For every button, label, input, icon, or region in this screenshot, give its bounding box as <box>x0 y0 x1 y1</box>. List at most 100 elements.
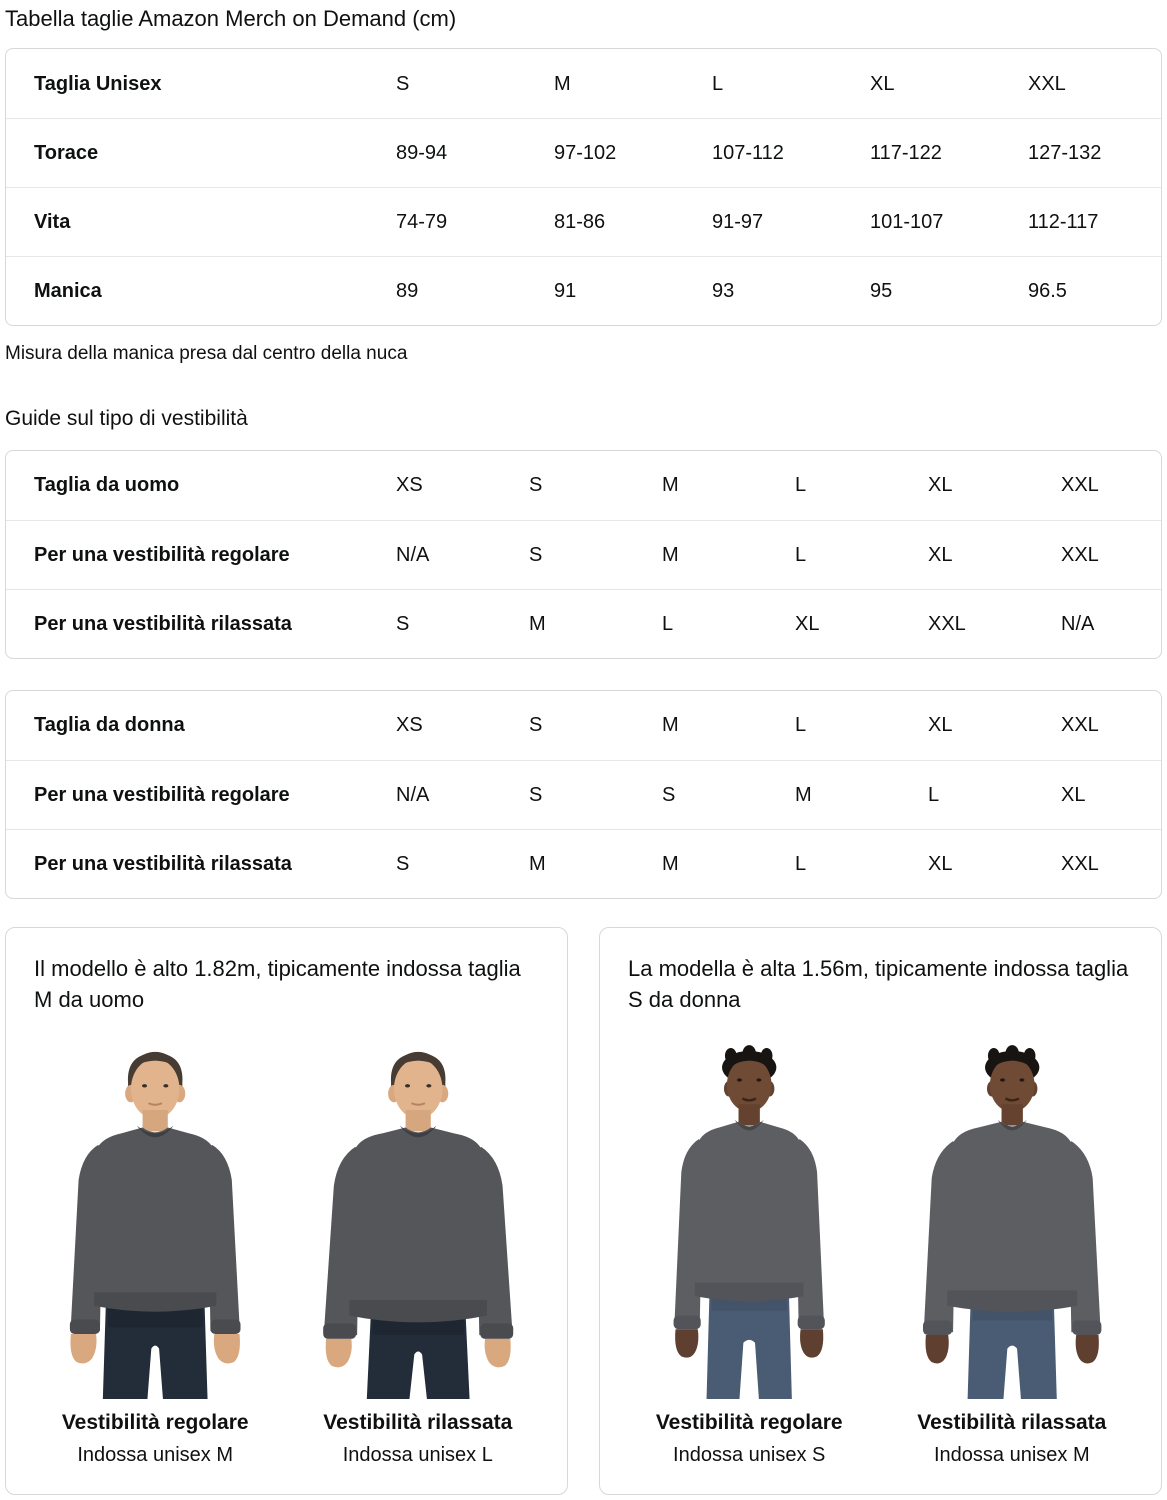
female-model-card: La modella è alta 1.56m, tipicamente ind… <box>599 926 1162 1496</box>
row-label: Per una vestibilità rilassata <box>34 852 292 875</box>
row-label: Per una vestibilità regolare <box>34 783 290 806</box>
size-worn-label: Indossa unisex M <box>933 1444 1090 1467</box>
size-worn-label: Indossa unisex L <box>342 1444 493 1467</box>
measure-cell: 112-117 <box>1028 211 1099 234</box>
measure-cell: 107-112 <box>712 142 784 165</box>
size-header-cell: S <box>396 72 410 95</box>
measure-cell: 117-122 <box>870 142 942 165</box>
fit-size-cell: XL <box>928 852 953 875</box>
table-row-relaxed-fit: Per una vestibilità rilassata S M L XL X… <box>6 588 1161 658</box>
size-header-cell: XL <box>928 714 953 737</box>
photo-female-regular-fit: Vestibilità regolare Indossa unisex S <box>628 1039 870 1468</box>
male-regular-photo <box>69 1051 241 1400</box>
table-header-row: Taglia Unisex S M L XL XXL <box>6 49 1161 118</box>
fit-size-cell: S <box>662 783 676 806</box>
size-header-cell: XS <box>396 474 423 497</box>
size-header-cell: L <box>795 474 807 497</box>
male-model-card: Il modello è alto 1.82m, tipicamente ind… <box>5 926 568 1496</box>
size-header-cell: M <box>554 72 571 95</box>
fit-label: Vestibilità regolare <box>655 1411 843 1435</box>
table-header-row: Taglia da uomo XS S M L XL XXL <box>6 451 1161 520</box>
fit-label: Vestibilità rilassata <box>323 1411 513 1435</box>
fit-size-cell: N/A <box>396 783 430 806</box>
row-label: Per una vestibilità regolare <box>34 543 290 566</box>
model-photos: Vestibilità regolare Indossa unisex M <box>34 1039 539 1468</box>
row-label: Taglia Unisex <box>34 72 162 95</box>
row-label: Vita <box>34 211 71 234</box>
fit-size-cell: N/A <box>1061 612 1095 635</box>
size-header-cell: L <box>795 714 807 737</box>
size-header-cell: XL <box>928 474 953 497</box>
fit-size-cell: XXL <box>928 612 966 635</box>
model-photos: Vestibilità regolare Indossa unisex S <box>628 1039 1133 1468</box>
size-header-cell: XL <box>870 72 895 95</box>
table-row-waist: Vita 74-79 81-86 91-97 101-107 112-117 <box>6 187 1161 256</box>
photo-female-relaxed-fit: Vestibilità rilassata Indossa unisex M <box>891 1039 1133 1468</box>
unisex-size-table: Taglia Unisex S M L XL XXL Torace 89-94 … <box>5 48 1162 327</box>
table-row-sleeve: Manica 89 91 93 95 96.5 <box>6 256 1161 325</box>
size-header-cell: L <box>712 72 724 95</box>
row-label: Manica <box>34 280 102 303</box>
fit-size-cell: XXL <box>1061 543 1099 566</box>
fit-size-cell: S <box>396 852 410 875</box>
fit-size-cell: M <box>529 612 546 635</box>
photo-caption: Vestibilità rilassata Indossa unisex L <box>297 1410 539 1468</box>
table-header-row: Taglia da donna XS S M L XL XXL <box>6 691 1161 760</box>
measure-cell: 89 <box>396 280 419 303</box>
size-header-cell: XXL <box>1061 474 1099 497</box>
fit-size-cell: L <box>928 783 940 806</box>
table-row-regular-fit: Per una vestibilità regolare N/A S M L X… <box>6 519 1161 589</box>
model-description: Il modello è alto 1.82m, tipicamente ind… <box>34 955 521 1012</box>
size-header-cell: XXL <box>1061 714 1099 737</box>
size-header-cell: S <box>529 474 543 497</box>
model-cards-row: Il modello è alto 1.82m, tipicamente ind… <box>5 926 1162 1496</box>
fit-size-cell: L <box>795 852 807 875</box>
photo-male-regular-fit: Vestibilità regolare Indossa unisex M <box>34 1039 276 1468</box>
measure-cell: 81-86 <box>554 211 606 234</box>
photo-caption: Vestibilità regolare Indossa unisex M <box>34 1410 276 1468</box>
fit-size-cell: S <box>529 543 543 566</box>
row-label: Taglia da uomo <box>34 474 180 497</box>
size-worn-label: Indossa unisex M <box>77 1444 234 1467</box>
row-label: Taglia da donna <box>34 714 185 737</box>
measure-cell: 93 <box>712 280 735 303</box>
measure-cell: 101-107 <box>870 211 944 234</box>
mens-fit-table: Taglia da uomo XS S M L XL XXL Per una v… <box>5 449 1162 659</box>
fit-size-cell: N/A <box>396 543 430 566</box>
fit-size-cell: L <box>795 543 807 566</box>
measure-cell: 95 <box>870 280 893 303</box>
fit-size-cell: M <box>662 852 679 875</box>
fit-size-cell: M <box>662 543 679 566</box>
photo-male-relaxed-fit: Vestibilità rilassata Indossa unisex L <box>297 1039 539 1468</box>
fit-size-cell: XL <box>1061 783 1086 806</box>
table-row-chest: Torace 89-94 97-102 107-112 117-122 127-… <box>6 118 1161 187</box>
table-row-relaxed-fit: Per una vestibilità rilassata S M M L XL… <box>6 828 1161 898</box>
fit-size-cell: XXL <box>1061 852 1099 875</box>
measure-cell: 96.5 <box>1028 280 1067 303</box>
fit-size-cell: M <box>529 852 546 875</box>
measure-cell: 89-94 <box>396 142 448 165</box>
page-title: Tabella taglie Amazon Merch on Demand (c… <box>5 6 457 31</box>
row-label: Torace <box>34 142 99 165</box>
fit-label: Vestibilità rilassata <box>917 1411 1107 1435</box>
measure-cell: 74-79 <box>396 211 448 234</box>
sleeve-measure-note: Misura della manica presa dal centro del… <box>5 343 408 365</box>
table-row-regular-fit: Per una vestibilità regolare N/A S S M L… <box>6 759 1161 829</box>
size-header-cell: M <box>662 714 679 737</box>
model-description: La modella è alta 1.56m, tipicamente ind… <box>628 955 1129 1012</box>
fit-guide-title: Guide sul tipo di vestibilità <box>5 407 248 431</box>
fit-size-cell: M <box>795 783 812 806</box>
fit-size-cell: XL <box>928 543 953 566</box>
fit-label: Vestibilità regolare <box>61 1411 249 1435</box>
fit-size-cell: L <box>662 612 674 635</box>
measure-cell: 127-132 <box>1028 142 1102 165</box>
photo-caption: Vestibilità rilassata Indossa unisex M <box>891 1410 1133 1468</box>
size-header-cell: M <box>662 474 679 497</box>
size-header-cell: XXL <box>1028 72 1066 95</box>
row-label: Per una vestibilità rilassata <box>34 612 292 635</box>
photo-caption: Vestibilità regolare Indossa unisex S <box>628 1410 870 1468</box>
fit-size-cell: XL <box>795 612 820 635</box>
male-relaxed-photo <box>322 1051 513 1400</box>
measure-cell: 97-102 <box>554 142 617 165</box>
